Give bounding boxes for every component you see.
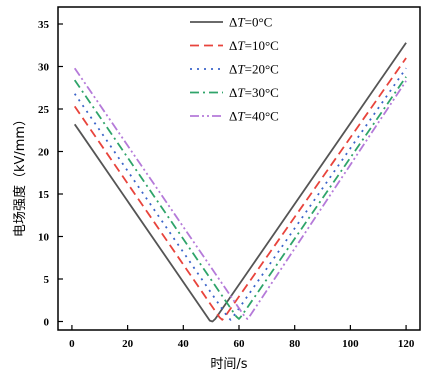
x-tick-label: 120 (398, 338, 415, 350)
legend-label-4: ΔT=40°C (229, 109, 279, 124)
y-tick-label: 0 (44, 317, 50, 329)
x-tick-label: 60 (234, 338, 246, 350)
legend-label-2: ΔT=20°C (229, 62, 279, 77)
series-line-4 (73, 67, 407, 320)
x-tick-label: 40 (178, 338, 190, 350)
x-tick-label: 80 (289, 338, 301, 350)
x-tick-label: 20 (122, 338, 134, 350)
y-tick-label: 5 (44, 274, 50, 286)
legend: ΔT=0°C ΔT=10°C ΔT=20°C ΔT=30°C ΔT=40°C (190, 15, 279, 124)
legend-label-0: ΔT=0°C (229, 15, 272, 30)
x-tick-label: 100 (342, 338, 359, 350)
series-layer (73, 42, 407, 323)
y-tick-label: 30 (38, 62, 50, 74)
legend-label-1: ΔT=10°C (229, 38, 279, 53)
tick-layer: 0 20 40 60 80 100 120 0 5 10 15 20 25 30 35 (38, 19, 415, 350)
y-tick-label: 20 (38, 147, 50, 159)
plot-frame (57, 6, 421, 331)
y-tick-label: 35 (38, 19, 50, 31)
legend-label-3: ΔT=30°C (229, 85, 279, 100)
x-axis-label: 时间/s (210, 357, 247, 372)
y-tick-label: 15 (38, 189, 50, 201)
x-tick-label: 0 (69, 338, 75, 350)
series-line-1 (73, 57, 407, 321)
y-tick-label: 25 (38, 104, 50, 116)
series-line-0 (73, 42, 407, 323)
y-axis-label: 电场强度（kV/mm） (12, 113, 28, 237)
series-line-2 (73, 67, 407, 321)
series-line-3 (73, 76, 407, 320)
y-tick-label: 10 (38, 232, 50, 244)
